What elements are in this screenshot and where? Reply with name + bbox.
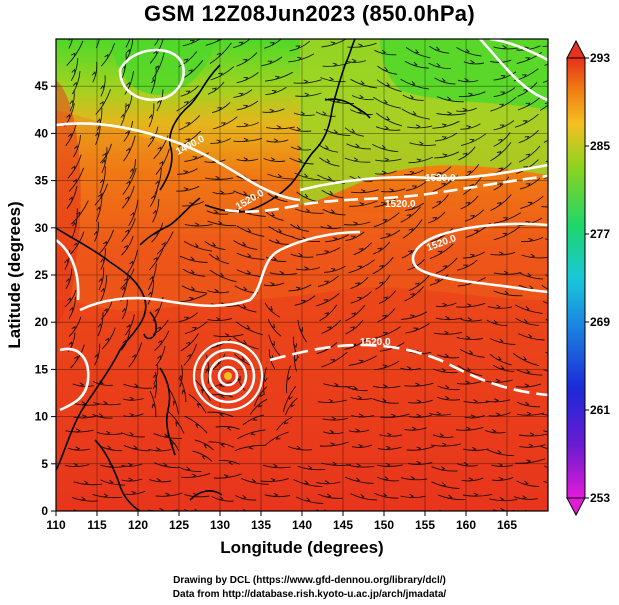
geopotential-contours bbox=[56, 39, 548, 412]
y-tick-label: 20 bbox=[35, 315, 49, 329]
map-panel: 1400.0 1520.0 1520.0 1520.0 1520.0 1520.… bbox=[5, 38, 610, 557]
y-tick-label: 35 bbox=[35, 174, 49, 188]
x-tick-label: 130 bbox=[210, 518, 230, 532]
contour-label: 1520.0 bbox=[385, 199, 416, 210]
x-tick-label: 150 bbox=[374, 518, 394, 532]
colorbar-gradient bbox=[566, 57, 586, 499]
credit-data-source: Data from http://database.rish.kyoto-u.a… bbox=[172, 589, 447, 600]
y-tick-label: 45 bbox=[35, 79, 49, 93]
colorbar-tick-label: 285 bbox=[590, 139, 610, 153]
colorbar-tick-label: 269 bbox=[590, 315, 610, 329]
y-axis: 0 5 10 15 20 25 30 35 40 45 bbox=[35, 79, 49, 518]
wind-streamlines bbox=[64, 39, 548, 511]
y-tick-label: 10 bbox=[35, 410, 49, 424]
colorbar: 293 285 277 269 261 253 bbox=[566, 39, 610, 517]
x-tick-label: 135 bbox=[251, 518, 271, 532]
x-tick-label: 115 bbox=[87, 518, 107, 532]
x-axis-label: Longitude (degrees) bbox=[220, 538, 383, 557]
y-tick-label: 30 bbox=[35, 221, 49, 235]
chart-title: GSM 12Z08Jun2023 (850.0hPa) bbox=[144, 1, 475, 26]
colorbar-tick-label: 261 bbox=[590, 403, 610, 417]
x-tick-label: 140 bbox=[292, 518, 312, 532]
contour-label: 1520.0 bbox=[425, 173, 456, 184]
x-axis: 110 115 120 125 130 135 140 145 150 155 … bbox=[46, 518, 517, 532]
coastlines bbox=[56, 39, 371, 511]
x-tick-label: 120 bbox=[128, 518, 148, 532]
contour-label: 1520.0 bbox=[360, 337, 391, 348]
x-tick-label: 160 bbox=[456, 518, 476, 532]
colorbar-tick-label: 293 bbox=[590, 51, 610, 65]
x-tick-label: 110 bbox=[46, 518, 66, 532]
y-tick-label: 40 bbox=[35, 126, 49, 140]
y-tick-label: 5 bbox=[41, 457, 48, 471]
x-tick-label: 165 bbox=[497, 518, 517, 532]
x-tick-label: 125 bbox=[169, 518, 189, 532]
y-tick-label: 25 bbox=[35, 268, 49, 282]
y-tick-label: 15 bbox=[35, 362, 49, 376]
y-tick-label: 0 bbox=[41, 504, 48, 518]
colorbar-tick-label: 253 bbox=[590, 491, 610, 505]
colorbar-max-arrow bbox=[566, 39, 586, 59]
x-tick-label: 145 bbox=[333, 518, 353, 532]
colorbar-min-arrow bbox=[566, 497, 586, 517]
x-tick-label: 155 bbox=[415, 518, 435, 532]
y-axis-label: Latitude (degrees) bbox=[5, 201, 24, 348]
colorbar-tick-label: 277 bbox=[590, 227, 610, 241]
credit-drawing: Drawing by DCL (https://www.gfd-dennou.o… bbox=[173, 575, 446, 586]
